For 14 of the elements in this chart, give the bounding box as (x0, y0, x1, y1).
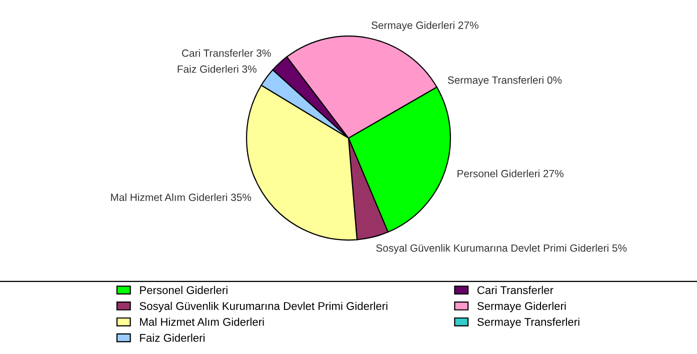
legend-label: Mal Hizmet Alım Giderleri (140, 318, 264, 326)
category-label: Sermaye Giderleri 27% (372, 21, 478, 31)
category-label: Faiz Giderleri 3% (178, 65, 256, 73)
category-label: Mal Hizmet Alım Giderleri 35% (111, 193, 252, 202)
legend-label: Faiz Giderleri (140, 334, 205, 342)
category-label: Personel Giderleri 27% (458, 170, 564, 178)
legend-label: Personel Giderleri (140, 286, 228, 294)
legend-label: Sermaye Giderleri (477, 302, 566, 312)
legend-label: Sosyal Güvenlik Kurumarına Devlet Primi Giderleri (140, 302, 388, 312)
category-label: Cari Transferler 3% (182, 49, 271, 57)
category-label: Sosyal Güvenlik Kurumarına Devlet Primi Giderleri 5% (376, 244, 627, 254)
legend-label: Sermaye Transferleri (477, 318, 580, 328)
legend-label: Cari Transferler (477, 286, 554, 294)
category-label: Sermaye Transferleri 0% (448, 76, 562, 86)
